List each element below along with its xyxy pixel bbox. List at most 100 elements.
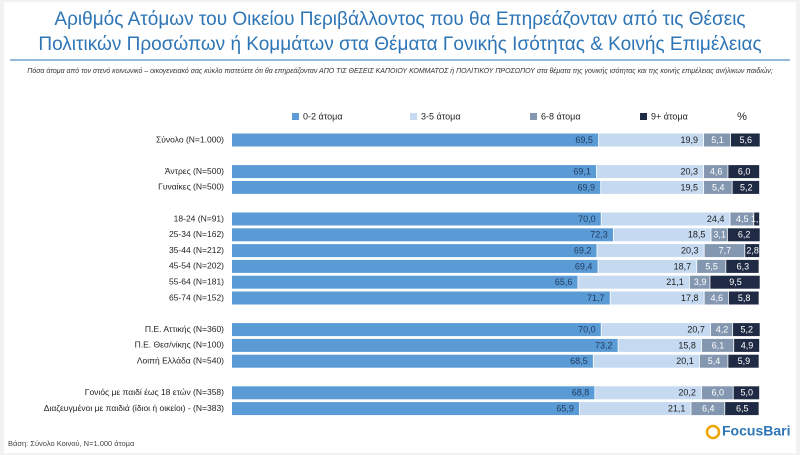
value-label: 69,5: [575, 135, 593, 145]
bar-segment: [711, 228, 727, 242]
legend-label: 9+ άτομα: [651, 111, 688, 121]
bar-segment: [689, 275, 710, 289]
value-label: 5,8: [738, 293, 751, 303]
bar-segment: [232, 133, 599, 147]
legend-swatch: [410, 113, 417, 120]
value-label: 69,4: [575, 261, 593, 271]
value-label: 4,6: [710, 166, 723, 176]
bar-segment: [701, 386, 733, 400]
bar-segment: [733, 386, 760, 400]
bar-segment: [601, 212, 730, 226]
bar-segment: [701, 338, 734, 352]
value-label: 5,6: [739, 135, 752, 145]
value-label: 4,9: [741, 340, 754, 350]
value-label: 65,6: [555, 277, 573, 287]
value-label: 21,1: [666, 277, 684, 287]
bar-segment: [610, 291, 704, 305]
bar-segment: [232, 338, 618, 352]
value-label: 6,5: [736, 403, 749, 413]
bar-segment: [597, 244, 704, 258]
bar-segment: [579, 402, 691, 416]
category-label: Γονιός με παιδί έως 18 ετών (N=358): [85, 387, 224, 397]
value-label: 70,0: [578, 324, 596, 334]
value-label: 6,0: [712, 388, 725, 398]
chart-title: Αριθμός Ατόμων του Οικείου Περιβάλλοντος…: [54, 9, 745, 30]
value-label: 20,1: [676, 356, 694, 366]
value-label: 18,7: [674, 261, 692, 271]
value-label: 65,9: [556, 403, 574, 413]
footnote: Βάση: Σύνολο Κοινού, N=1.000 άτομα: [8, 439, 135, 448]
bar-segment: [691, 402, 725, 416]
value-label: 24,4: [707, 214, 725, 224]
category-label: 35-44 (N=212): [169, 245, 224, 255]
bar-segment: [232, 386, 595, 400]
value-label: 6,0: [738, 166, 751, 176]
bar-segment: [232, 244, 597, 258]
category-label: Άντρες (N=500): [165, 166, 224, 176]
category-label: 55-64 (N=181): [169, 276, 224, 286]
bar-segment: [732, 180, 760, 194]
value-label: 4,6: [710, 293, 723, 303]
bar-segment: [730, 133, 760, 147]
unit-label: %: [737, 111, 747, 123]
value-label: 5,4: [708, 356, 721, 366]
category-label: 25-34 (N=162): [169, 229, 224, 239]
bar-segment: [598, 133, 704, 147]
subtitle: Πόσα άτομα από τον στενό κοινωνικό – οικ…: [27, 67, 773, 75]
legend-swatch: [292, 113, 299, 120]
bar-segment: [232, 180, 601, 194]
bar-segment: [733, 323, 760, 337]
bar-segment: [601, 180, 704, 194]
bar-segment: [704, 180, 732, 194]
value-label: 5,0: [741, 388, 754, 398]
chart-title: Πολιτικών Προσώπων ή Κομμάτων στα Θέματα…: [38, 34, 761, 55]
value-label: 5,9: [738, 356, 751, 366]
value-label: 2,8: [746, 245, 759, 255]
bar-segment: [745, 244, 760, 258]
value-label: 9,5: [729, 277, 742, 287]
legend-label: 0-2 άτομα: [303, 111, 343, 121]
value-label: 68,8: [572, 388, 590, 398]
bar-segment: [704, 291, 729, 305]
value-label: 7,7: [719, 245, 732, 255]
category-label: Λοιπή Ελλάδα (N=540): [137, 355, 224, 365]
value-label: 69,1: [573, 166, 591, 176]
bar-segment: [232, 228, 613, 242]
bar-segment: [595, 386, 702, 400]
value-label: 21,1: [668, 403, 686, 413]
value-label: 20,7: [687, 324, 705, 334]
value-label: 17,8: [681, 293, 699, 303]
bar-segment: [596, 165, 704, 179]
value-label: 19,9: [681, 135, 699, 145]
value-label: 72,3: [590, 230, 608, 240]
value-label: 71,7: [587, 293, 605, 303]
bar-segment: [710, 275, 760, 289]
legend-swatch: [640, 113, 647, 120]
bar-segment: [699, 354, 728, 368]
value-label: 69,2: [574, 245, 592, 255]
bar-segment: [232, 165, 597, 179]
value-label: 20,2: [678, 388, 696, 398]
legend-label: 6-8 άτομα: [541, 111, 581, 121]
value-label: 4,2: [716, 324, 729, 334]
bar-segment: [593, 354, 700, 368]
bar-segment: [704, 165, 728, 179]
value-label: 19,5: [681, 182, 699, 192]
value-label: 18,5: [688, 230, 706, 240]
value-label: 69,9: [578, 182, 596, 192]
value-label: 5,4: [712, 182, 725, 192]
value-label: 5,2: [740, 182, 753, 192]
value-label: 5,1: [711, 135, 724, 145]
bar-segment: [232, 259, 598, 273]
value-label: 6,3: [737, 261, 750, 271]
value-label: 4,5: [736, 214, 749, 224]
legend-swatch: [530, 113, 537, 120]
category-label: 65-74 (N=152): [169, 292, 224, 302]
value-label: 68,5: [570, 356, 588, 366]
bar-segment: [728, 354, 759, 368]
bar-segment: [734, 338, 760, 352]
bar-segment: [704, 244, 745, 258]
value-label: 20,3: [681, 245, 699, 255]
category-label: Π.Ε. Θεσ/νίκης (N=100): [135, 340, 225, 350]
